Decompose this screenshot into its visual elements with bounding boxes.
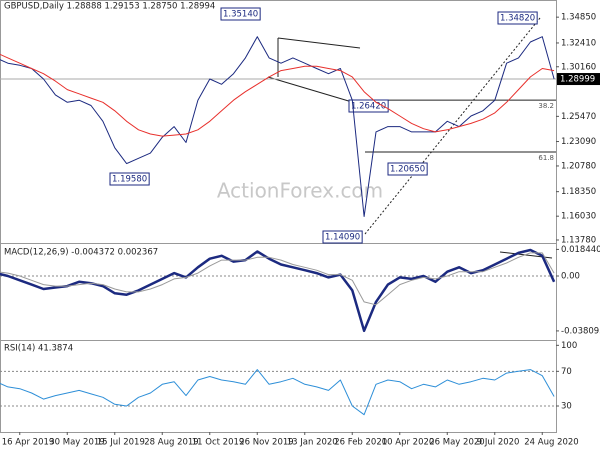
annotation: 1.26420 bbox=[351, 102, 386, 112]
y-tick-label: 1.13780 bbox=[561, 235, 596, 245]
series-line bbox=[0, 36, 555, 217]
series-line bbox=[0, 369, 555, 416]
x-tick-label: 15 Jul 2019 bbox=[97, 438, 145, 448]
x-tick-label: 11 Oct 2019 bbox=[192, 438, 245, 448]
y-tick-label: 70 bbox=[561, 367, 572, 377]
y-tick-label: 1.32410 bbox=[561, 38, 596, 48]
y-tick-label: 100 bbox=[561, 341, 577, 351]
annotation: 1.20650 bbox=[390, 165, 425, 175]
last-price-box bbox=[557, 73, 600, 86]
x-tick-label: 28 Aug 2019 bbox=[144, 438, 198, 448]
x-tick-label: 13 Jan 2020 bbox=[287, 438, 338, 448]
panel-title: GBPUSD,Daily 1.28888 1.29153 1.28750 1.2… bbox=[4, 2, 215, 12]
y-tick-label: 30 bbox=[561, 402, 572, 412]
y-tick-label: 1.16030 bbox=[561, 212, 596, 222]
annotation: 1.34820 bbox=[500, 14, 535, 24]
annotation: 1.35140 bbox=[223, 10, 258, 20]
x-tick-label: 26 May 2020 bbox=[429, 438, 484, 448]
y-tick-label: 0.018440 bbox=[561, 245, 600, 255]
y-tick-label: 1.23090 bbox=[561, 137, 596, 147]
annotation-box bbox=[497, 11, 538, 25]
panel-title: RSI(14) 41.3874 bbox=[4, 344, 73, 354]
x-tick-label: 16 Apr 2019 bbox=[2, 438, 55, 448]
annotation: 1.19580 bbox=[112, 175, 147, 185]
rsi-panel bbox=[0, 340, 557, 433]
annotation-box bbox=[220, 7, 261, 21]
y-tick-label: -0.038095 bbox=[561, 326, 600, 336]
y-tick-label: 1.18350 bbox=[561, 187, 596, 197]
fib-label: 61.8 bbox=[538, 154, 554, 162]
x-tick-label: 24 Aug 2020 bbox=[524, 438, 578, 448]
watermark: ActionForex.com bbox=[217, 179, 383, 203]
y-tick-label: 0.00 bbox=[561, 271, 580, 281]
x-tick-label: 26 Nov 2019 bbox=[239, 438, 293, 448]
fib-label: 38.2 bbox=[538, 102, 554, 110]
y-tick-label: 1.34850 bbox=[561, 13, 596, 23]
trend-line bbox=[364, 17, 541, 235]
series-line bbox=[0, 248, 556, 333]
y-tick-label: 1.20780 bbox=[561, 161, 596, 171]
annotation-box bbox=[109, 172, 150, 186]
panel-title: MACD(12,26,9) -0.004372 0.002367 bbox=[4, 248, 158, 258]
x-tick-label: 30 May 2019 bbox=[49, 438, 104, 448]
x-tick-label: 10 Apr 2020 bbox=[382, 438, 435, 448]
x-tick-label: 9 Jul 2020 bbox=[477, 438, 520, 448]
annotation: 1.14090 bbox=[325, 233, 360, 243]
trend-line bbox=[267, 76, 353, 103]
price-panel bbox=[0, 0, 557, 244]
series-line bbox=[0, 252, 555, 306]
annotation-box bbox=[387, 162, 428, 176]
last-price-label: 1.28999 bbox=[560, 75, 595, 85]
trend-line bbox=[277, 37, 361, 49]
series-line bbox=[0, 53, 555, 137]
y-tick-label: 1.30160 bbox=[561, 62, 596, 72]
macd-panel bbox=[0, 243, 557, 341]
y-tick-label: 1.25470 bbox=[561, 112, 596, 122]
annotation-box bbox=[322, 230, 363, 244]
x-tick-label: 26 Feb 2020 bbox=[334, 438, 387, 448]
